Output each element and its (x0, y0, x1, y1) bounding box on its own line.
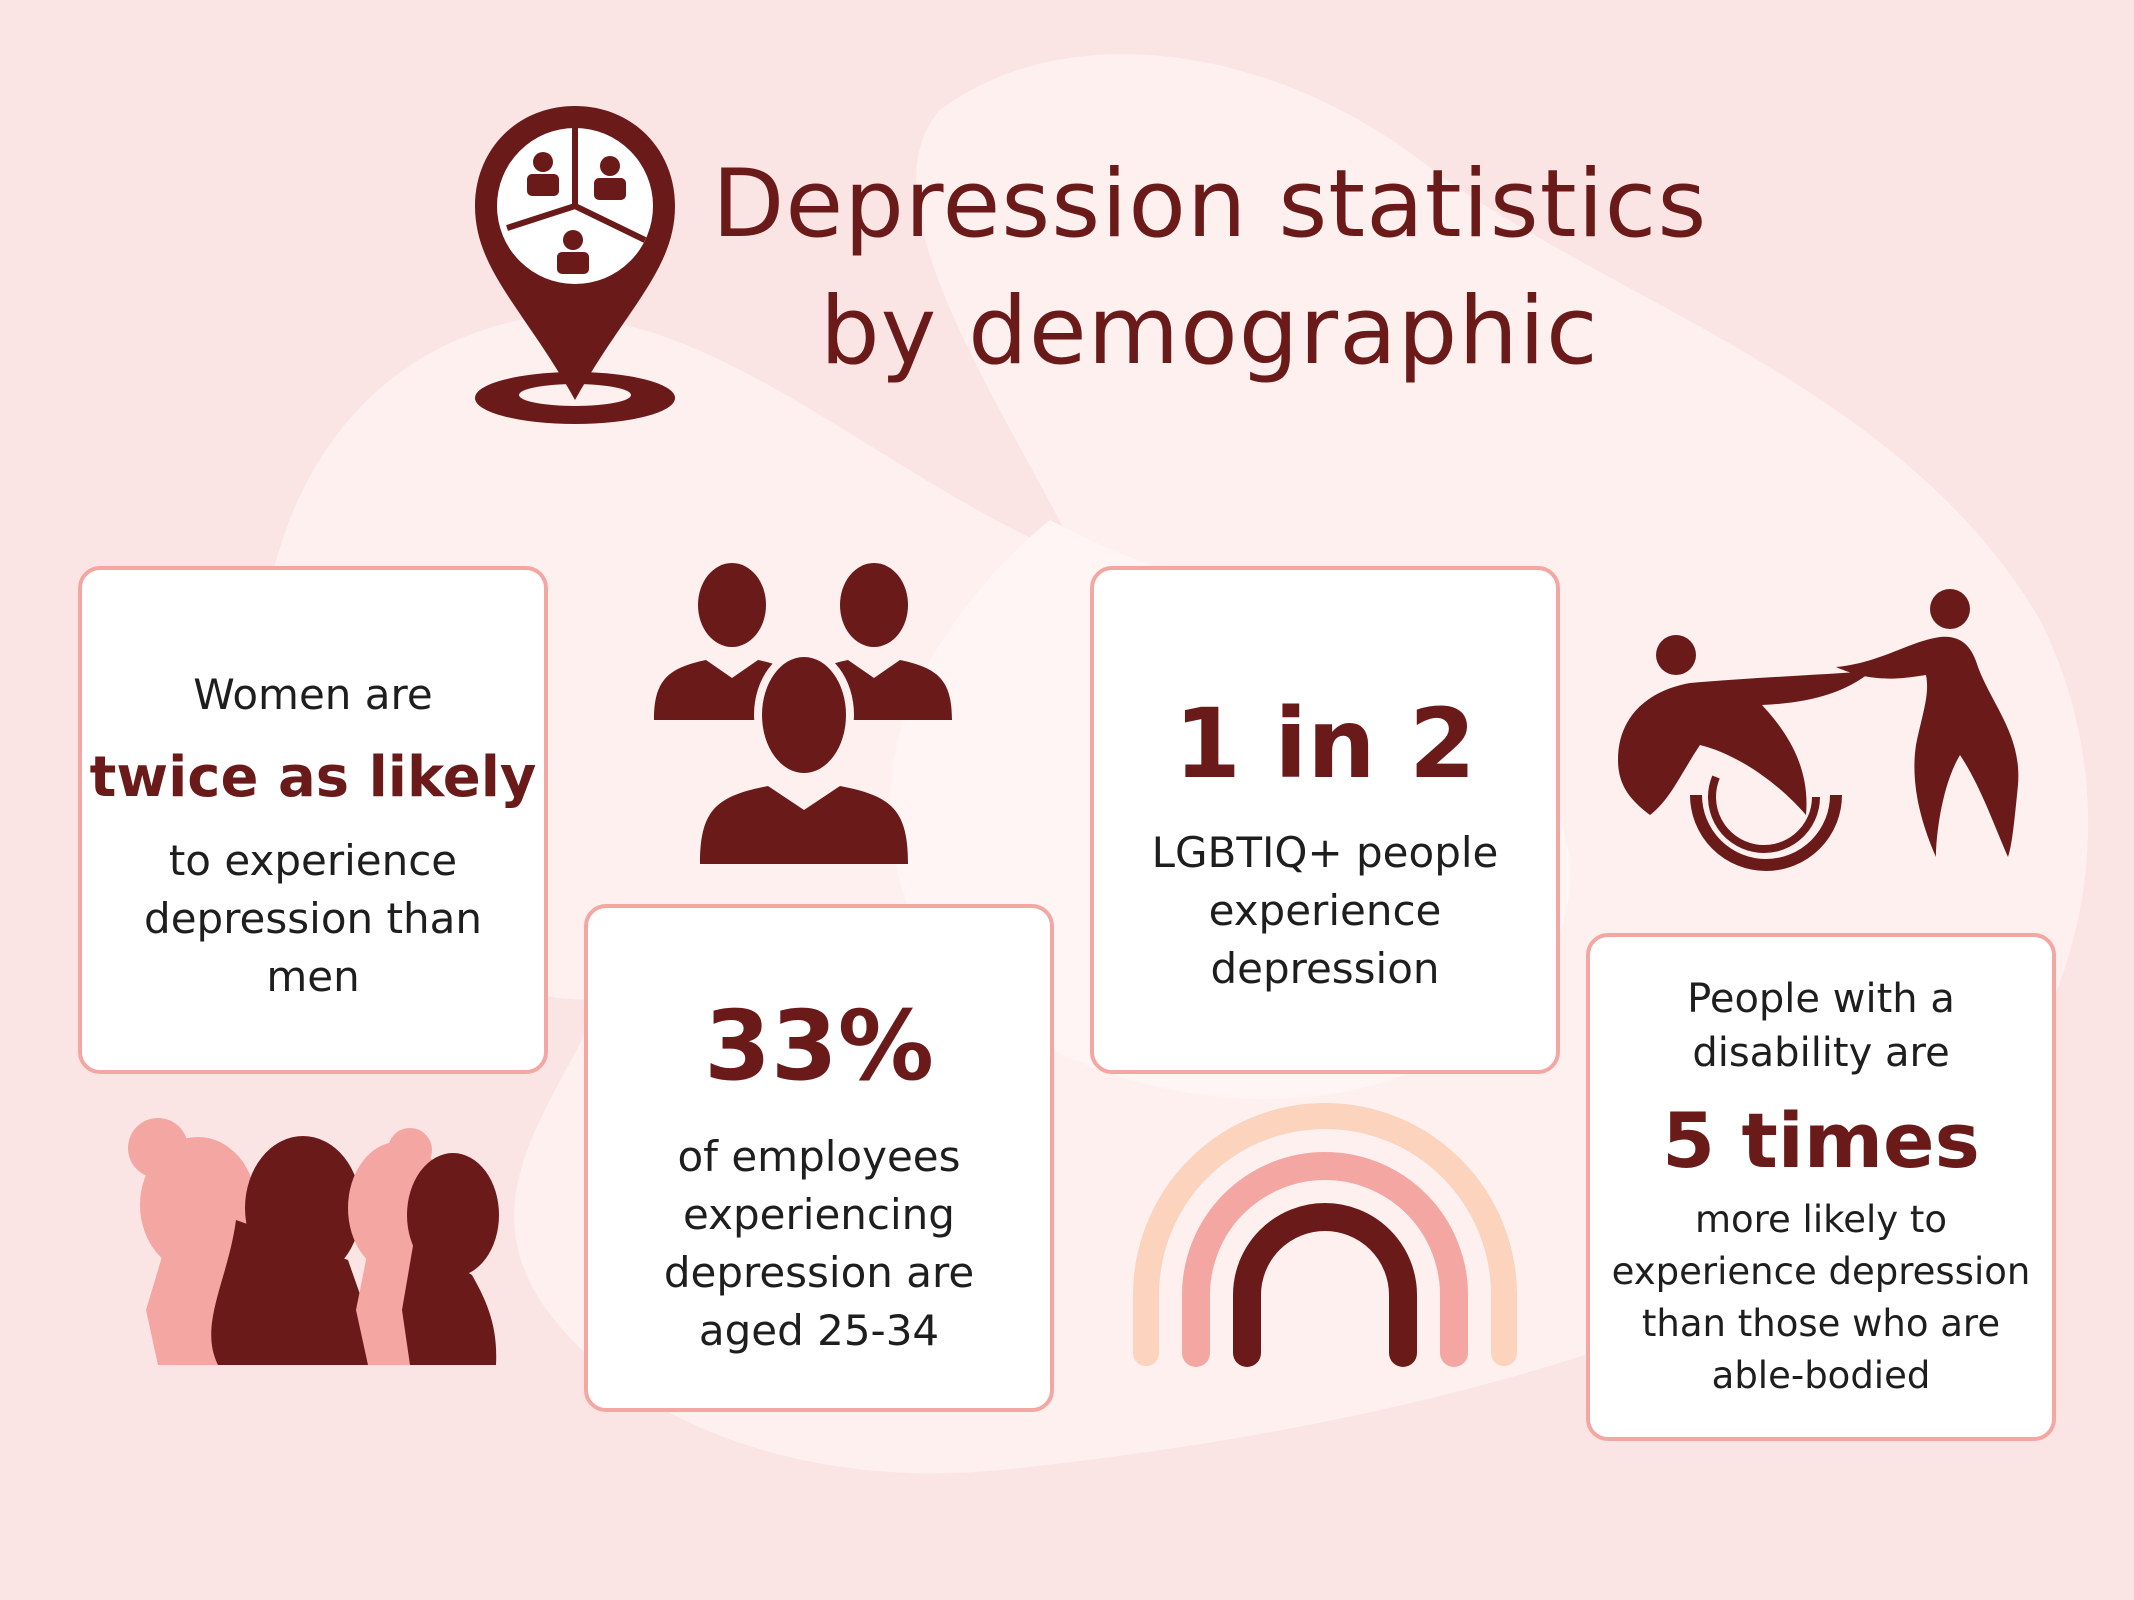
people-group-icon (654, 563, 952, 864)
women-line-1: Women are (193, 670, 433, 719)
women-silhouettes-icon (128, 1118, 499, 1365)
lgbtiq-line-3: experience (1208, 886, 1442, 935)
disability-highlight: 5 times (1662, 1096, 1980, 1185)
women-line-4: depression than (144, 894, 482, 943)
page-title-line-2: by demographic (820, 277, 1599, 386)
disability-stat-card: People with a disability are 5 times mor… (1586, 933, 2056, 1441)
disability-line-1: People with a (1687, 976, 1955, 1022)
women-stat-card: Women are twice as likely to experience … (78, 566, 548, 1074)
disability-line-6: than those who are (1641, 1302, 2001, 1345)
disability-line-7: able-bodied (1711, 1354, 1931, 1397)
disability-line-2: disability are (1692, 1030, 1950, 1076)
rainbow-icon (1133, 1103, 1517, 1367)
employees-line-5: aged 25-34 (698, 1306, 940, 1355)
women-highlight: twice as likely (89, 745, 537, 810)
lgbtiq-line-2: LGBTIQ+ people (1151, 828, 1499, 877)
disability-line-4: more likely to (1694, 1198, 1948, 1241)
lgbtiq-line-4: depression (1210, 944, 1440, 993)
page-title-line-1: Depression statistics (712, 150, 1708, 259)
employees-highlight: 33% (704, 990, 934, 1102)
employees-line-2: of employees (677, 1132, 961, 1181)
lgbtiq-highlight: 1 in 2 (1174, 688, 1476, 800)
employees-stat-card: 33% of employees experiencing depression… (584, 904, 1054, 1412)
location-pin-people-icon (475, 106, 675, 424)
wheelchair-helping-hand-icon (1618, 589, 2019, 871)
employees-line-3: experiencing (683, 1190, 955, 1239)
employees-line-4: depression are (663, 1248, 975, 1297)
women-line-3: to experience (168, 836, 458, 885)
women-line-5: men (266, 952, 360, 1001)
disability-line-5: experience depression (1611, 1250, 2031, 1293)
lgbtiq-stat-card: 1 in 2 LGBTIQ+ people experience depress… (1090, 566, 1560, 1074)
